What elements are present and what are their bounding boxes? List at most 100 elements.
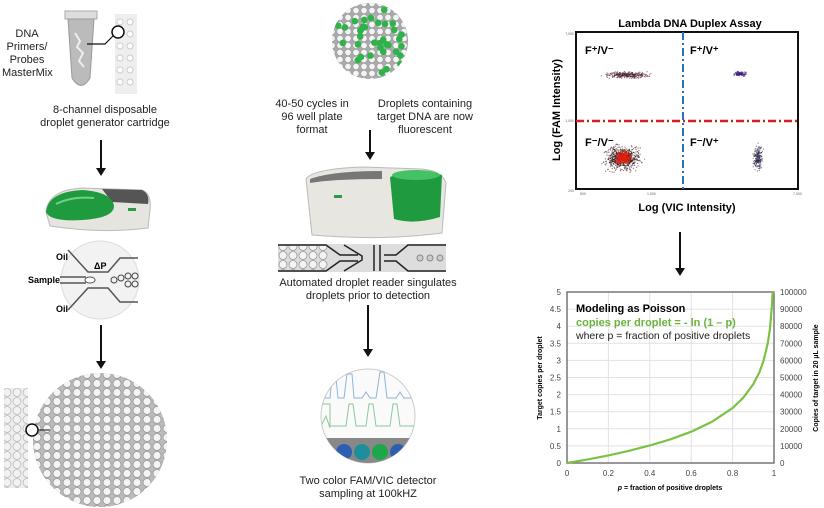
droplet-point bbox=[623, 166, 625, 169]
droplet-point bbox=[617, 76, 619, 78]
droplet-point bbox=[632, 167, 635, 169]
droplet-point bbox=[637, 75, 640, 77]
droplet-point bbox=[613, 146, 615, 148]
droplet-point bbox=[757, 142, 759, 144]
droplet-point bbox=[608, 158, 610, 160]
droplet-point bbox=[610, 73, 612, 75]
droplet-point bbox=[627, 72, 629, 75]
droplet-point bbox=[756, 166, 759, 168]
droplet-point bbox=[617, 146, 619, 148]
y-tick-label: 1.5 bbox=[550, 408, 562, 417]
droplet-point bbox=[639, 71, 641, 73]
droplet-point bbox=[613, 158, 615, 160]
droplet-point bbox=[613, 151, 615, 153]
droplet-point bbox=[753, 162, 756, 165]
droplet-point bbox=[617, 158, 620, 161]
droplet-point bbox=[607, 158, 609, 161]
droplet-point bbox=[626, 77, 628, 79]
droplet-point bbox=[628, 148, 630, 150]
droplet-point bbox=[644, 76, 646, 78]
droplet-point bbox=[759, 156, 761, 158]
x-tick-label: 0 bbox=[565, 469, 570, 478]
droplet-point bbox=[626, 170, 628, 172]
droplet-point bbox=[611, 158, 613, 160]
droplet-point bbox=[626, 168, 628, 171]
droplet-point bbox=[632, 154, 634, 156]
y-tick-label: 0 bbox=[557, 459, 562, 468]
droplet-point bbox=[615, 156, 618, 159]
droplet-point bbox=[639, 147, 641, 149]
droplet-point bbox=[614, 153, 616, 155]
droplet-point bbox=[605, 170, 607, 172]
droplet-point bbox=[610, 165, 612, 167]
droplet-point bbox=[619, 75, 621, 77]
droplet-point bbox=[636, 76, 639, 79]
droplet-point bbox=[737, 71, 739, 74]
droplet-point bbox=[613, 73, 616, 75]
droplet-point bbox=[606, 154, 608, 156]
droplet-point bbox=[609, 154, 611, 157]
droplet-point bbox=[637, 165, 639, 167]
droplet-point bbox=[635, 170, 637, 172]
droplet-point bbox=[614, 154, 616, 156]
detector-signal-illustration bbox=[320, 368, 416, 464]
droplet-point bbox=[737, 70, 740, 73]
droplet-point bbox=[625, 165, 627, 167]
droplet-point bbox=[608, 148, 610, 151]
droplet-point bbox=[622, 149, 625, 151]
droplet-point bbox=[626, 156, 629, 159]
droplet-point bbox=[615, 160, 618, 162]
droplet-point bbox=[752, 157, 754, 159]
droplet-point bbox=[618, 166, 621, 168]
droplet-point bbox=[637, 147, 639, 149]
droplet-point bbox=[754, 153, 756, 156]
reagent-label: DNA Primers/ Probes MasterMix bbox=[2, 28, 53, 80]
droplet-point bbox=[630, 164, 632, 166]
droplet-point bbox=[757, 148, 759, 150]
droplet-point bbox=[744, 75, 746, 77]
droplet-point bbox=[621, 76, 623, 78]
droplet-point bbox=[617, 72, 619, 75]
droplet-point bbox=[628, 156, 631, 159]
droplet-point bbox=[738, 74, 740, 76]
caption-line: Automated droplet reader singulates bbox=[279, 277, 457, 289]
caption-line: 40-50 cycles in bbox=[275, 98, 349, 110]
chart-title: Lambda DNA Duplex Assay bbox=[618, 18, 762, 30]
droplet-point bbox=[627, 149, 629, 151]
droplet-point bbox=[612, 155, 615, 158]
droplet-point bbox=[624, 148, 627, 150]
fluorescent-droplet bbox=[371, 39, 378, 46]
droplet-point bbox=[607, 168, 609, 170]
droplet-point bbox=[618, 151, 620, 154]
droplet-point bbox=[613, 156, 615, 159]
droplet-point bbox=[638, 71, 640, 73]
droplet-point bbox=[634, 164, 636, 167]
droplet-point bbox=[629, 77, 631, 79]
droplet-point bbox=[618, 74, 621, 76]
droplet-point bbox=[620, 154, 623, 157]
droplet-point bbox=[733, 73, 735, 75]
droplet-point bbox=[623, 154, 626, 157]
droplet-point bbox=[639, 153, 641, 155]
droplet-point bbox=[633, 162, 635, 164]
fluorescent-droplet bbox=[351, 17, 359, 25]
droplet-point bbox=[605, 164, 607, 166]
droplet-point bbox=[617, 160, 620, 162]
fluorescent-droplet bbox=[361, 16, 368, 24]
x-axis-label: Log (VIC Intensity) bbox=[638, 202, 736, 214]
droplet-point bbox=[754, 169, 756, 171]
fluorescent-caption: Droplets containing target DNA are now f… bbox=[370, 98, 480, 137]
droplet-point bbox=[739, 72, 741, 74]
droplet-point bbox=[611, 171, 613, 173]
droplet-point bbox=[608, 154, 610, 156]
droplet-point bbox=[620, 168, 622, 170]
droplet-point bbox=[646, 71, 648, 73]
droplet-point bbox=[636, 153, 638, 155]
y2-tick-label: 20000 bbox=[780, 425, 803, 434]
droplet-point bbox=[635, 146, 637, 148]
droplet-point bbox=[637, 72, 639, 74]
droplet-point bbox=[613, 75, 615, 77]
droplet-point bbox=[627, 162, 629, 165]
droplet-point bbox=[618, 157, 620, 159]
droplet-point bbox=[618, 149, 620, 151]
